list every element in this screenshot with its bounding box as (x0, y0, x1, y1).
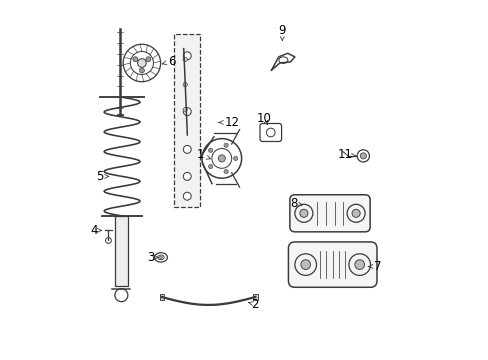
Text: 4: 4 (90, 224, 101, 237)
Bar (115, 216, 127, 286)
Text: 6: 6 (162, 55, 175, 68)
Circle shape (183, 57, 187, 62)
Text: 1: 1 (197, 148, 210, 161)
Text: 9: 9 (278, 24, 285, 40)
Bar (160, 294, 164, 300)
Circle shape (183, 192, 191, 200)
Text: 3: 3 (147, 251, 158, 264)
Text: 11: 11 (337, 148, 355, 161)
Circle shape (299, 209, 307, 217)
Circle shape (183, 108, 187, 112)
Circle shape (224, 143, 228, 147)
Text: 5: 5 (96, 170, 109, 183)
Bar (174, 34, 200, 207)
Text: 2: 2 (248, 298, 259, 311)
Circle shape (351, 209, 360, 217)
Circle shape (183, 52, 191, 60)
Circle shape (233, 156, 237, 161)
Circle shape (354, 260, 364, 269)
Circle shape (183, 172, 191, 180)
Circle shape (218, 155, 225, 162)
FancyBboxPatch shape (288, 242, 376, 287)
Text: 8: 8 (290, 197, 302, 210)
Circle shape (224, 170, 228, 174)
Circle shape (137, 59, 146, 67)
Circle shape (159, 256, 162, 259)
Circle shape (139, 68, 144, 73)
Circle shape (183, 145, 191, 153)
Circle shape (145, 57, 151, 62)
Bar (252, 294, 257, 300)
Circle shape (133, 57, 138, 62)
Circle shape (183, 108, 191, 116)
Circle shape (360, 153, 366, 159)
Text: 7: 7 (367, 260, 381, 273)
Circle shape (208, 148, 212, 152)
FancyBboxPatch shape (289, 195, 369, 232)
Text: 10: 10 (256, 112, 271, 125)
Circle shape (300, 260, 310, 269)
Text: 12: 12 (218, 116, 239, 129)
Circle shape (183, 82, 187, 87)
Circle shape (208, 165, 212, 169)
